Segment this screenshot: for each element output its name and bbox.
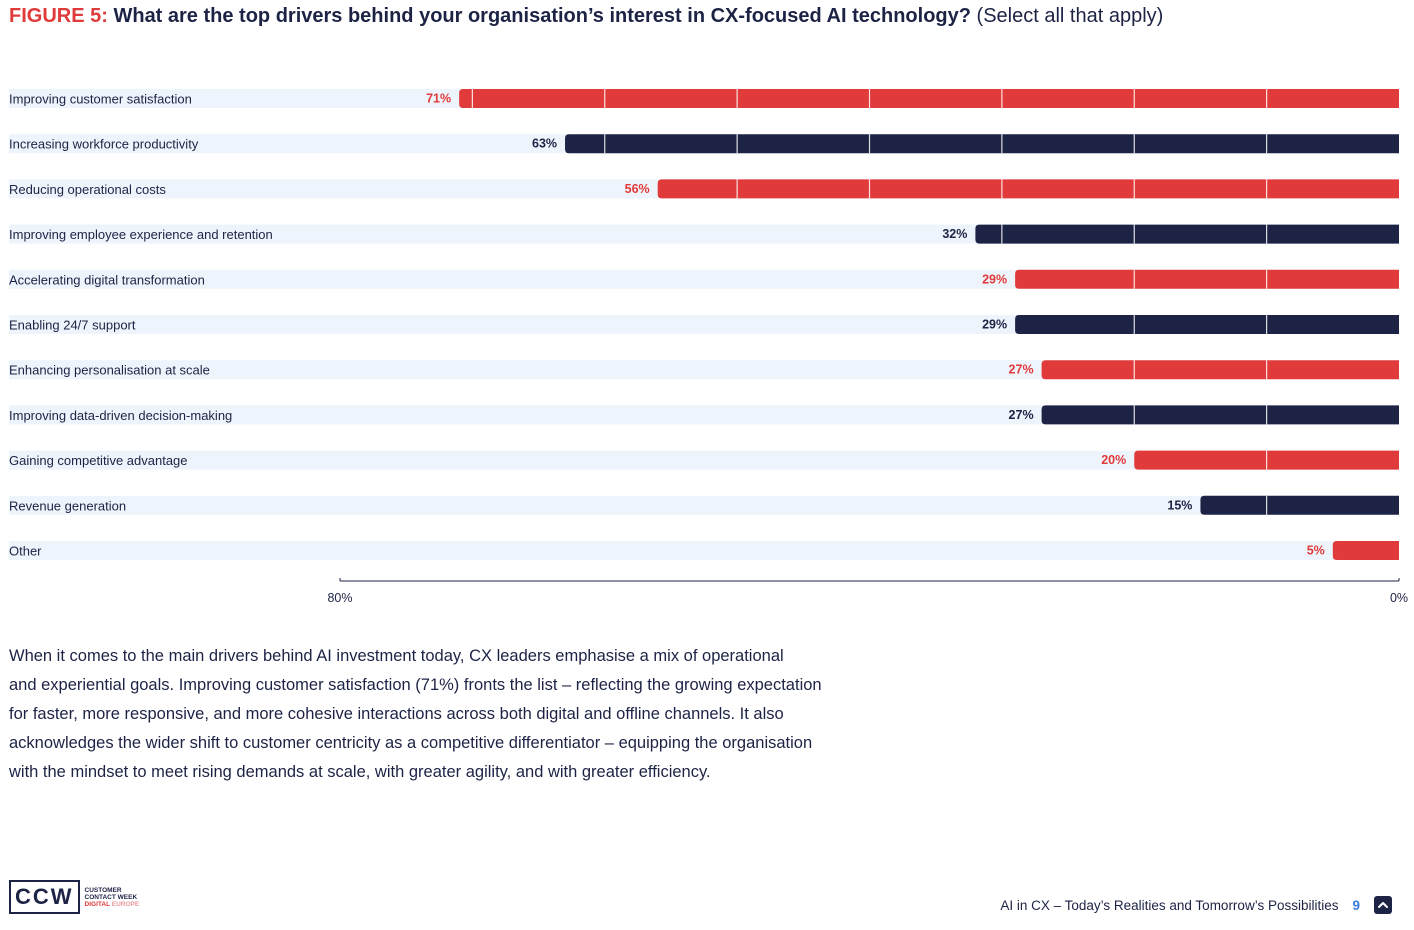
value-label: 20% — [1101, 453, 1126, 467]
category-label: Improving customer satisfaction — [9, 92, 192, 107]
value-label: 27% — [1009, 408, 1034, 422]
category-label: Increasing workforce productivity — [9, 137, 199, 152]
bar — [1041, 405, 1399, 425]
ccw-logo: CCW CUSTOMER CONTACT WEEK DIGITAL EUROPE — [9, 880, 139, 914]
figure-note: (Select all that apply) — [976, 5, 1164, 27]
x-tick-label: 80% — [327, 591, 352, 605]
bar — [657, 179, 1399, 199]
category-label: Accelerating digital transformation — [9, 272, 205, 287]
logo-line: CONTACT WEEK — [84, 893, 138, 901]
value-label: 15% — [1167, 498, 1192, 512]
value-label: 27% — [1009, 363, 1034, 377]
row-background — [9, 495, 1399, 515]
figure-question: What are the top drivers behind your org… — [113, 5, 971, 27]
body-paragraph: When it comes to the main drivers behind… — [9, 642, 909, 787]
logo-subtitle: CUSTOMER CONTACT WEEK DIGITAL EUROPE — [85, 887, 140, 908]
bar — [1332, 541, 1399, 560]
bar — [1200, 495, 1399, 515]
category-label: Revenue generation — [9, 498, 126, 513]
body-line: and experiential goals. Improving custom… — [9, 676, 822, 694]
bar — [565, 134, 1399, 154]
category-label: Improving employee experience and retent… — [9, 227, 273, 242]
logo-line: EUROPE — [111, 900, 140, 908]
value-label: 29% — [982, 318, 1007, 332]
value-label: 56% — [625, 182, 650, 196]
value-label: 63% — [532, 137, 557, 151]
footer-title: AI in CX – Today’s Realities and Tomorro… — [1000, 897, 1339, 913]
x-tick-label: 0% — [1390, 591, 1408, 605]
logo-line: CUSTOMER — [84, 886, 122, 894]
value-label: 71% — [426, 92, 451, 106]
category-label: Enabling 24/7 support — [9, 318, 136, 333]
body-line: acknowledges the wider shift to customer… — [9, 734, 813, 752]
body-line: for faster, more responsive, and more co… — [9, 705, 784, 723]
row-background — [9, 450, 1399, 470]
row-background — [9, 541, 1399, 560]
chevron-up-icon[interactable] — [1374, 896, 1392, 914]
page-footer: AI in CX – Today’s Realities and Tomorro… — [1000, 896, 1392, 914]
logo-mark: CCW — [9, 880, 80, 914]
bar — [1015, 315, 1399, 334]
bar — [459, 89, 1399, 108]
category-label: Gaining competitive advantage — [9, 453, 188, 468]
value-label: 5% — [1307, 544, 1325, 558]
category-label: Improving data-driven decision-making — [9, 408, 232, 423]
figure-number: FIGURE 5: — [9, 5, 108, 27]
body-line: When it comes to the main drivers behind… — [9, 647, 784, 665]
bar — [1041, 360, 1399, 380]
value-label: 29% — [982, 272, 1007, 286]
bar-chart: Improving customer satisfaction 71% Increa… — [9, 89, 1408, 605]
category-label: Enhancing personalisation at scale — [9, 363, 210, 378]
page-number: 9 — [1352, 897, 1360, 913]
bar — [975, 224, 1399, 244]
category-label: Other — [9, 544, 42, 559]
body-line: with the mindset to meet rising demands … — [9, 763, 711, 781]
logo-line: DIGITAL — [84, 900, 110, 908]
value-label: 32% — [942, 227, 967, 241]
figure-title: FIGURE 5: What are the top drivers behin… — [9, 5, 1163, 28]
bar — [1015, 269, 1399, 289]
category-label: Reducing operational costs — [9, 182, 166, 197]
